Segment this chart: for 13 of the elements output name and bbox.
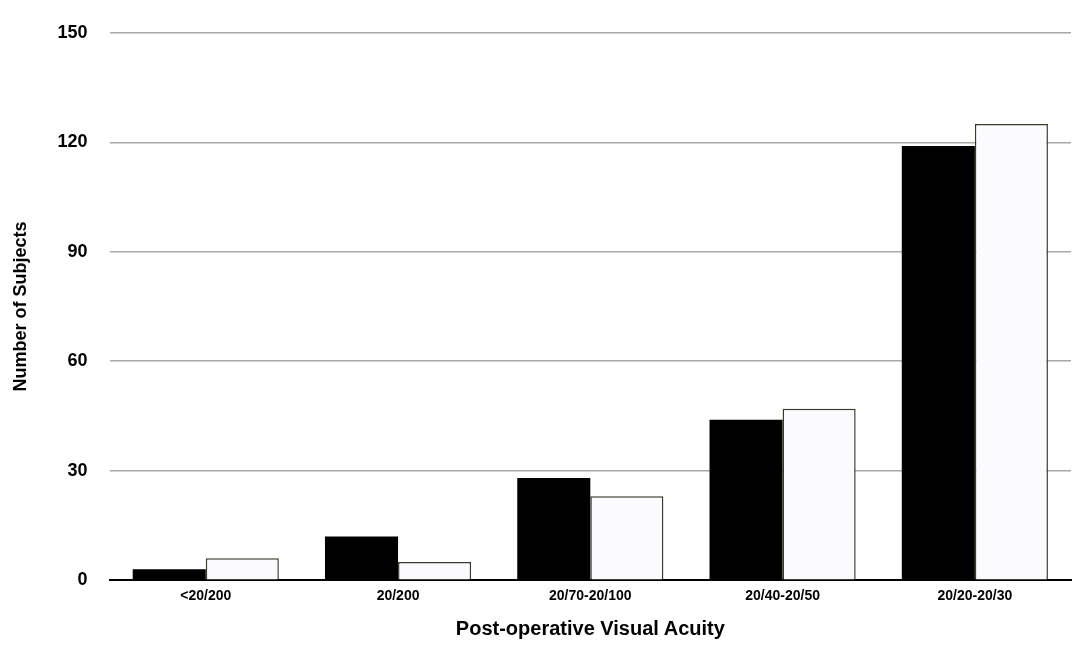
- y-tick-label: 0: [77, 569, 88, 590]
- x-axis-title: Post-operative Visual Acuity: [455, 616, 726, 639]
- y-axis-title: Number of Subjects: [9, 221, 30, 392]
- y-tick-label: 60: [67, 350, 88, 371]
- x-tick-label: 20/40-20/50: [745, 587, 821, 604]
- y-tick-label: 30: [67, 459, 88, 480]
- y-tick-label: 120: [57, 131, 88, 152]
- x-tick-label: 20/20-20/30: [937, 587, 1013, 604]
- x-tick-label: 20/70-20/100: [549, 587, 632, 604]
- x-tick-label: 20/200: [376, 587, 420, 604]
- y-tick-label: 90: [67, 240, 88, 261]
- x-tick-label: <20/200: [180, 587, 232, 604]
- y-tick-label: 150: [57, 21, 88, 42]
